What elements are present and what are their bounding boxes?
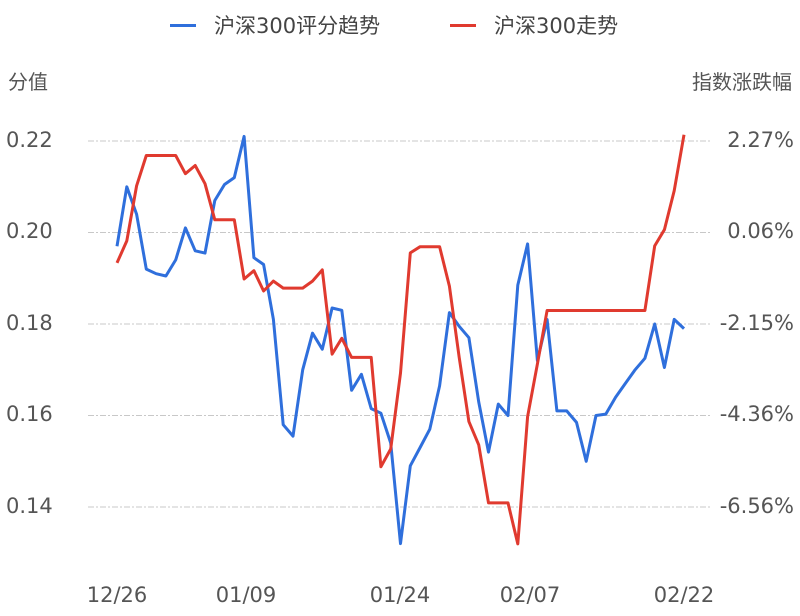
legend-label: 沪深300评分趋势: [214, 14, 381, 38]
left-tick: 0.22: [6, 128, 53, 152]
legend-swatch-red: [450, 23, 476, 27]
right-tick: -4.36%: [719, 402, 794, 426]
legend-item-index-trend[interactable]: 沪深300走势: [450, 10, 618, 40]
gridlines: [88, 140, 712, 508]
left-tick: 0.14: [6, 494, 53, 518]
x-tick: 12/26: [86, 583, 148, 607]
x-tick: 01/24: [369, 583, 431, 607]
right-tick: 0.06%: [727, 219, 794, 243]
right-axis-title: 指数涨跌幅: [692, 70, 792, 94]
legend-label: 沪深300走势: [494, 14, 619, 38]
legend-item-score-trend[interactable]: 沪深300评分趋势: [170, 10, 380, 40]
left-tick: 0.20: [6, 219, 53, 243]
left-axis-title: 分值: [8, 70, 48, 94]
x-tick: 02/22: [653, 583, 715, 607]
right-tick: -2.15%: [719, 311, 794, 335]
chart-legend: 沪深300评分趋势 沪深300走势: [0, 10, 800, 40]
x-tick: 02/07: [499, 583, 561, 607]
x-tick: 01/09: [215, 583, 277, 607]
right-tick: 2.27%: [727, 128, 794, 152]
left-tick: 0.16: [6, 402, 53, 426]
score-trend-line: [115, 134, 686, 546]
legend-swatch-blue: [170, 23, 196, 27]
index-trend-line: [115, 134, 686, 546]
right-tick: -6.56%: [719, 494, 794, 518]
left-tick: 0.18: [6, 311, 53, 335]
